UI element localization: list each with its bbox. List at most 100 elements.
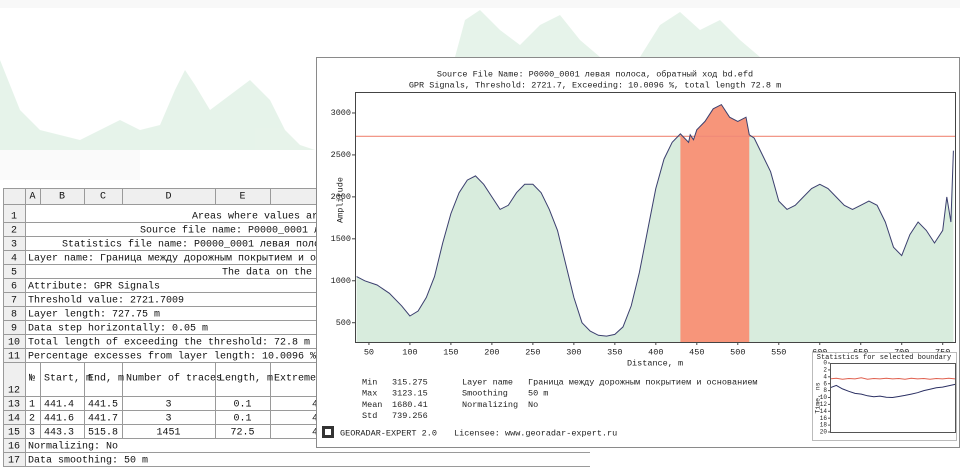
row-number: 1 bbox=[11, 212, 17, 223]
row-number: 10 bbox=[8, 338, 20, 349]
table-cell: 0.1 bbox=[233, 414, 251, 425]
background-area bbox=[0, 60, 315, 150]
background-legend bbox=[0, 150, 140, 180]
y-tick-label: 10 bbox=[820, 394, 828, 401]
layer-info-value: 50 m bbox=[528, 389, 548, 399]
table-cell: 0.1 bbox=[233, 400, 251, 411]
table-cell: 4 bbox=[312, 428, 318, 439]
row-number: 14 bbox=[8, 414, 20, 425]
layer-info-label: Layer name bbox=[462, 377, 513, 387]
table-header-cell: Number of traces bbox=[126, 373, 222, 385]
stat-value: 3123.15 bbox=[392, 389, 428, 399]
stat-label: Std bbox=[362, 411, 377, 421]
table-cell: 1451 bbox=[156, 428, 180, 439]
table-header-cell: Start, m bbox=[44, 374, 92, 385]
stat-value: 315.275 bbox=[392, 377, 428, 387]
y-tick-label: 18 bbox=[820, 422, 828, 429]
x-tick-label: 450 bbox=[689, 347, 704, 357]
chart-window: Source File Name: P0000_0001 левая полос… bbox=[316, 57, 960, 448]
row-header-bg bbox=[3, 188, 25, 467]
mini-series-line bbox=[829, 383, 956, 399]
mini-plot-frame bbox=[830, 363, 956, 433]
table-header-cell: End, m bbox=[88, 373, 124, 385]
layer-info-value: Граница между дорожным покрытием и основ… bbox=[528, 377, 758, 387]
window-subtitle: GPR Signals, Threshold: 2721.7, Exceedin… bbox=[409, 80, 781, 90]
stat-value: 1680.41 bbox=[392, 400, 428, 410]
sheet-cell: Total length of exceeding the threshold:… bbox=[28, 337, 310, 349]
y-tick-label: 3000 bbox=[331, 108, 351, 118]
sheet-cell: Layer length: 727.75 m bbox=[28, 309, 160, 321]
table-cell: 4 bbox=[312, 414, 318, 425]
row-number: 6 bbox=[11, 282, 17, 293]
mini-chart-title: Statistics for selected boundary bbox=[817, 354, 951, 362]
row-number: 16 bbox=[8, 442, 20, 453]
stat-value: 739.256 bbox=[392, 411, 428, 421]
row-number: 17 bbox=[8, 456, 20, 467]
y-tick-label: 16 bbox=[820, 415, 828, 422]
table-cell: 441.7 bbox=[88, 414, 118, 425]
column-header: A bbox=[29, 192, 35, 203]
ruler bbox=[0, 0, 960, 8]
stat-label: Mean bbox=[362, 400, 382, 410]
x-tick-label: 400 bbox=[648, 347, 663, 357]
sheet-cell: Areas where values are bbox=[192, 211, 324, 223]
row-number: 2 bbox=[11, 226, 17, 237]
sheet-cell: Layer name: Граница между дорожным покры… bbox=[28, 254, 346, 265]
sheet-cell: Normalizing: No bbox=[28, 441, 118, 453]
table-cell: 441.4 bbox=[44, 400, 74, 411]
exceed-area bbox=[680, 104, 750, 342]
column-header: E bbox=[239, 192, 245, 203]
y-axis-label: Time, ns bbox=[815, 382, 822, 413]
stat-label: Min bbox=[362, 377, 377, 387]
row-number: 4 bbox=[11, 254, 17, 265]
x-tick-label: 550 bbox=[771, 347, 786, 357]
row-number: 3 bbox=[11, 240, 17, 251]
x-axis-label: Distance, m bbox=[627, 358, 683, 368]
row-number: 8 bbox=[11, 310, 17, 321]
table-cell: 72.5 bbox=[230, 428, 254, 439]
licensee: Licensee: www.georadar-expert.ru bbox=[454, 428, 617, 438]
app-icon-inner bbox=[325, 429, 331, 435]
table-cell: 441.6 bbox=[44, 414, 74, 425]
x-tick-label: 250 bbox=[525, 347, 540, 357]
y-axis-label: Amplitude bbox=[335, 177, 345, 223]
y-tick-label: 2 bbox=[823, 366, 827, 373]
table-header-cell: Length, m bbox=[219, 373, 273, 385]
stat-label: Max bbox=[362, 389, 377, 399]
sheet-cell: Percentage excesses from layer length: 1… bbox=[28, 351, 316, 363]
y-tick-label: 500 bbox=[336, 318, 351, 328]
series-line bbox=[356, 103, 954, 337]
column-header: D bbox=[165, 192, 171, 203]
row-number: 15 bbox=[8, 428, 20, 439]
y-tick-label: 2000 bbox=[331, 192, 351, 202]
x-tick-label: 200 bbox=[484, 347, 499, 357]
column-header: B bbox=[59, 192, 65, 203]
sheet-cell: Statistics file name: P0000_0001 левая п… bbox=[62, 239, 338, 251]
sheet-cell: Threshold value: 2721.7009 bbox=[28, 295, 184, 307]
mini-series-line bbox=[829, 377, 956, 380]
sheet-cell: Data step horizontally: 0.05 m bbox=[28, 323, 208, 335]
row-number: 7 bbox=[11, 296, 17, 307]
table-cell: 2 bbox=[29, 414, 35, 425]
y-tick-label: 8 bbox=[823, 387, 827, 394]
sheet-cell: Source file name: P0000_0001 лева bbox=[140, 225, 338, 237]
y-tick-label: 20 bbox=[820, 429, 828, 436]
x-tick-label: 300 bbox=[566, 347, 581, 357]
sheet-cell: Attribute: GPR Signals bbox=[28, 281, 160, 293]
table-cell: 4 bbox=[312, 400, 318, 411]
sheet-cell: The data on the l bbox=[222, 267, 324, 279]
row-number: 9 bbox=[11, 324, 17, 335]
table-cell: 3 bbox=[165, 414, 171, 425]
y-tick-label: 6 bbox=[823, 380, 827, 387]
x-tick-label: 500 bbox=[730, 347, 745, 357]
layer-info-label: Normalizing bbox=[462, 400, 518, 410]
product-name: GEORADAR-EXPERT 2.0 bbox=[340, 428, 437, 438]
table-cell: 1 bbox=[29, 400, 35, 411]
table-cell: 515.8 bbox=[88, 428, 118, 439]
table-cell: 3 bbox=[165, 400, 171, 411]
x-tick-label: 350 bbox=[607, 347, 622, 357]
sheet-cell: Data smoothing: 50 m bbox=[28, 455, 148, 467]
layer-info-value: No bbox=[528, 400, 538, 410]
